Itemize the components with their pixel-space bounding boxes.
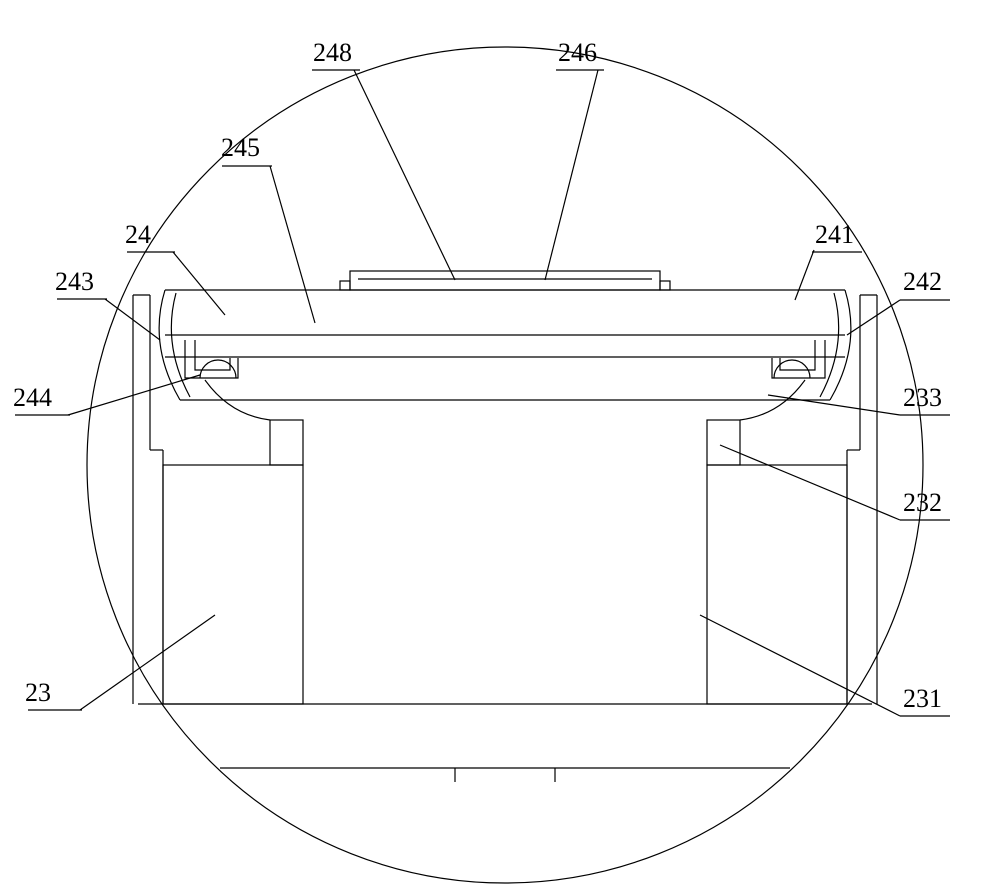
label-244: 244 bbox=[13, 383, 52, 413]
post-right bbox=[707, 420, 740, 465]
drawing-svg bbox=[0, 0, 1000, 896]
label-243: 243 bbox=[55, 267, 94, 297]
top-plate-246 bbox=[350, 271, 660, 290]
label-232: 232 bbox=[903, 488, 942, 518]
cap-left bbox=[159, 290, 180, 400]
cap-right-seam bbox=[820, 293, 839, 397]
label-231: 231 bbox=[903, 684, 942, 714]
label-246: 246 bbox=[558, 38, 597, 68]
post-left bbox=[270, 420, 303, 465]
ball-asm-left bbox=[185, 340, 238, 378]
ball-asm-right bbox=[772, 340, 825, 378]
leaders bbox=[15, 70, 950, 716]
tab-left-248 bbox=[340, 281, 350, 290]
label-245: 245 bbox=[221, 133, 260, 163]
label-23: 23 bbox=[25, 678, 51, 708]
figure-canvas: 248 246 245 24 241 243 242 244 233 232 2… bbox=[0, 0, 1000, 896]
label-233: 233 bbox=[903, 383, 942, 413]
label-241: 241 bbox=[815, 220, 854, 250]
label-242: 242 bbox=[903, 267, 942, 297]
cap-right bbox=[830, 290, 851, 400]
pedestal-right bbox=[707, 465, 847, 704]
label-24: 24 bbox=[125, 220, 151, 250]
tab-right-248 bbox=[660, 281, 670, 290]
notch-arc-hide bbox=[455, 782, 555, 785]
label-248: 248 bbox=[313, 38, 352, 68]
pedestal-left bbox=[163, 465, 303, 704]
